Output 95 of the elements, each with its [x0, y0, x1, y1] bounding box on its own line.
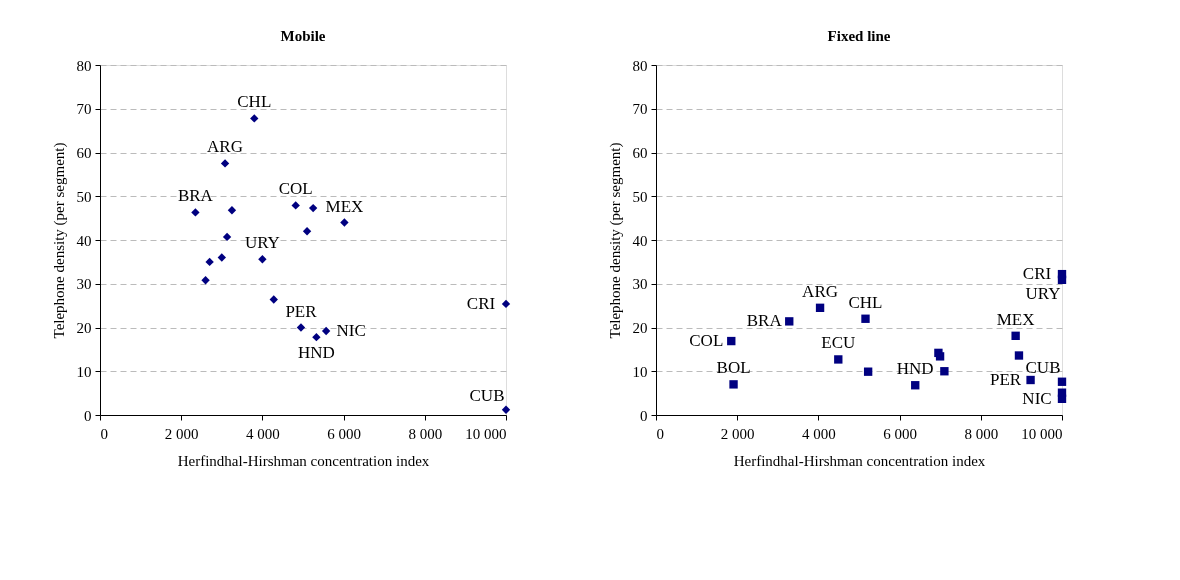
y-tick-label: 70 [632, 101, 648, 118]
annotation: MEX [325, 196, 364, 216]
annotation: URY [244, 233, 280, 253]
annotation: ECU [821, 333, 856, 353]
annotation: CUB [469, 385, 505, 405]
point [1011, 331, 1020, 340]
point [291, 201, 300, 210]
y-tick-label: 10 [76, 363, 92, 380]
point [834, 355, 843, 364]
point [321, 326, 331, 336]
x-tick-label: 2 000 [164, 425, 199, 442]
y-tick-label: 0 [640, 407, 648, 424]
x-tick-label: 10 000 [465, 425, 507, 442]
point [727, 336, 736, 346]
x-tick-label: 0 [656, 425, 664, 442]
point [1026, 375, 1035, 385]
point [258, 255, 267, 264]
point [296, 323, 306, 332]
y-tick-label: 80 [76, 57, 92, 74]
point [191, 208, 200, 217]
y-tick-label: 60 [632, 145, 648, 161]
x-tick-label: 4 000 [246, 425, 280, 442]
annotation: CHL [237, 92, 272, 112]
point [861, 314, 870, 323]
y-tick-label: 60 [76, 145, 92, 161]
point [308, 203, 318, 213]
point [302, 227, 312, 236]
annotation: COL [689, 331, 724, 351]
x-tick-label: 6 000 [883, 425, 917, 442]
y-tick-label: 20 [76, 320, 92, 336]
annotation: COL [278, 179, 313, 199]
x-axis-title: Herfindhal-Hirshman concentration index [733, 452, 986, 469]
x-tick-label: 8 000 [964, 425, 999, 442]
annotation: HND [896, 359, 934, 379]
point [227, 206, 237, 215]
y-tick-label: 70 [76, 101, 92, 118]
y-tick-label: 30 [76, 276, 92, 293]
point [269, 295, 278, 304]
point [815, 303, 825, 312]
y-axis-title: Telephone density (per segment) [606, 142, 624, 339]
annotation: BRA [177, 186, 214, 206]
point [217, 253, 226, 262]
point [340, 218, 349, 227]
x-tick-label: 10 000 [1021, 425, 1063, 442]
annotation: ARG [802, 281, 839, 301]
y-tick-label: 50 [632, 188, 648, 205]
annotation: PER [285, 301, 318, 321]
point [205, 257, 214, 267]
x-tick-label: 6 000 [327, 425, 361, 442]
y-tick-label: 30 [632, 276, 648, 293]
point [312, 332, 321, 342]
point [1014, 351, 1024, 360]
annotation: NIC [336, 321, 366, 340]
y-axis-title: Telephone density (per segment) [50, 142, 68, 339]
point [729, 380, 738, 389]
point [220, 159, 230, 168]
annotation: NIC [1022, 388, 1052, 408]
point [201, 276, 210, 285]
chart-title: Mobile [280, 28, 326, 44]
point [1057, 394, 1067, 403]
x-tick-label: 0 [100, 425, 108, 442]
point [911, 381, 920, 390]
point [940, 367, 949, 376]
y-tick-label: 50 [76, 188, 92, 205]
point [863, 367, 873, 376]
annotation: CHL [848, 292, 883, 312]
x-tick-label: 4 000 [802, 425, 836, 442]
point [501, 299, 511, 309]
annotation: CRI [466, 293, 496, 313]
x-tick-label: 2 000 [720, 425, 755, 442]
y-tick-label: 10 [632, 363, 648, 380]
y-tick-label: 80 [632, 57, 648, 74]
point [785, 317, 794, 326]
x-tick-label: 8 000 [408, 425, 443, 442]
y-tick-label: 20 [632, 320, 648, 336]
y-tick-label: 40 [632, 232, 648, 249]
point [1057, 377, 1067, 386]
annotation: BRA [746, 311, 783, 331]
point [250, 114, 259, 123]
y-tick-label: 40 [76, 232, 92, 249]
point [501, 405, 511, 414]
point [222, 232, 232, 242]
annotation: CUB [1025, 357, 1061, 377]
annotation: HND [297, 343, 335, 363]
annotation: CRI [1022, 264, 1052, 284]
annotation: BOL [716, 358, 751, 378]
chart-title: Fixed line [827, 28, 891, 44]
annotation: MEX [996, 309, 1035, 329]
y-tick-label: 0 [84, 407, 92, 424]
annotation: URY [1025, 283, 1061, 303]
annotation: ARG [207, 137, 243, 157]
point [935, 352, 945, 361]
annotation: PER [989, 370, 1022, 389]
point [1057, 275, 1067, 284]
x-axis-title: Herfindhal-Hirshman concentration index [177, 452, 430, 469]
